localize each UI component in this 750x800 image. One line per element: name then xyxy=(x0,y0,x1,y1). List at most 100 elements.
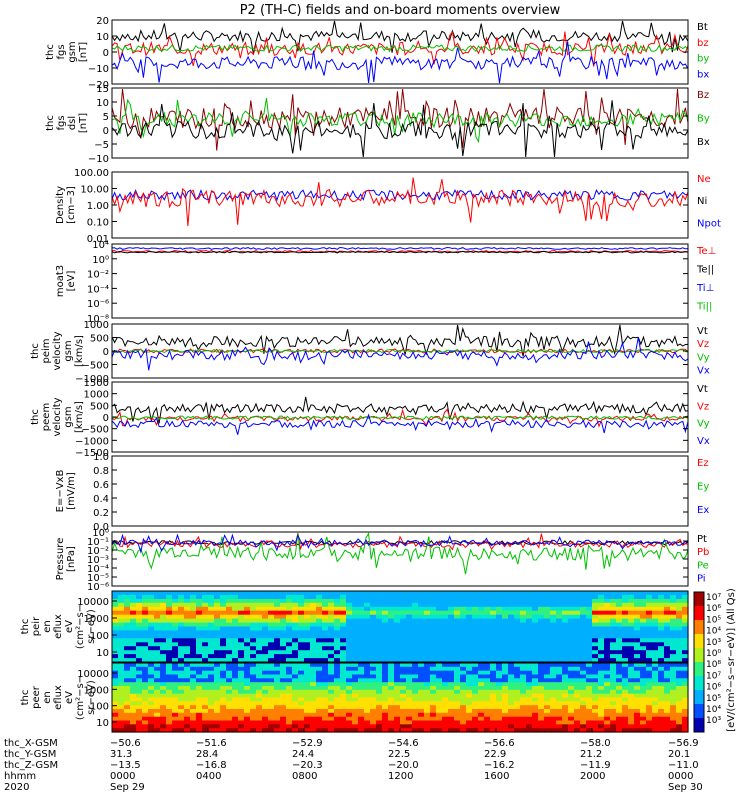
spectrogram-cell xyxy=(496,686,503,691)
spectrogram-cell xyxy=(142,602,149,608)
spectrogram-cell xyxy=(238,728,245,733)
spectrogram-cell xyxy=(370,594,377,600)
spectrogram-cell xyxy=(316,709,323,714)
spectrogram-cell xyxy=(490,602,497,608)
spectrogram-cell xyxy=(664,663,671,668)
y-tick-label: 10⁰ xyxy=(92,528,109,539)
spectrogram-cell xyxy=(250,720,257,725)
spectrogram-cell xyxy=(400,598,407,604)
spectrogram-cell xyxy=(544,610,551,616)
spectrogram-cell xyxy=(616,682,623,687)
y-tick-label: 10 xyxy=(96,718,109,729)
colorbar-segment xyxy=(694,718,704,733)
spectrogram-cell xyxy=(142,682,149,687)
spectrogram-cell xyxy=(652,658,659,663)
spectrogram-cell xyxy=(628,638,635,643)
spectrogram-cell xyxy=(130,602,137,608)
spectrogram-cell xyxy=(340,716,347,722)
spectrogram-cell xyxy=(370,598,377,604)
spectrogram-cell xyxy=(484,682,491,687)
spectrogram-cell xyxy=(424,705,431,710)
spectrogram-cell xyxy=(238,591,245,596)
y-axis-label: thc xyxy=(45,115,56,131)
spectrogram-cell xyxy=(364,666,371,672)
spectrogram-cell xyxy=(466,705,473,710)
spectrogram-cell xyxy=(310,650,317,655)
spectrogram-cell xyxy=(382,724,389,729)
spectrogram-cell xyxy=(400,654,407,659)
spectrogram-cell xyxy=(208,709,215,714)
spectrogram-cell xyxy=(478,712,485,718)
spectrogram-cell xyxy=(640,610,647,616)
spectrogram-cell xyxy=(184,716,191,722)
spectrogram-cell xyxy=(370,618,377,624)
spectrogram-cell xyxy=(382,678,389,683)
spectrogram-cell xyxy=(532,693,539,699)
spectrogram-cell xyxy=(586,618,593,624)
spectrogram-cell xyxy=(388,705,395,710)
spectrogram-cell xyxy=(550,678,557,683)
spectrogram-cell xyxy=(160,646,167,651)
spectrogram-cell xyxy=(496,630,503,635)
spectrogram-cell xyxy=(178,630,185,635)
spectrogram-cell xyxy=(670,720,677,725)
spectrogram-cell xyxy=(250,670,257,676)
spectrogram-cell xyxy=(508,693,515,699)
spectrogram-cell xyxy=(676,716,683,722)
spectrogram-cell xyxy=(340,693,347,699)
spectrogram-cell xyxy=(142,642,149,647)
spectrogram-cell xyxy=(154,663,161,668)
spectrogram-cell xyxy=(250,642,257,647)
spectrogram-cell xyxy=(280,693,287,699)
spectrogram-cell xyxy=(208,712,215,718)
spectrogram-cell xyxy=(442,712,449,718)
spectrogram-cell xyxy=(412,598,419,604)
spectrogram-cell xyxy=(478,678,485,683)
spectrogram-cell xyxy=(526,712,533,718)
spectrogram-cell xyxy=(226,724,233,729)
spectrogram-cell xyxy=(496,591,503,596)
spectrogram-cell xyxy=(202,602,209,608)
spectrogram-cell xyxy=(454,622,461,628)
spectrogram-cell xyxy=(616,602,623,608)
spectrogram-cell xyxy=(178,666,185,672)
spectrogram-cell xyxy=(586,716,593,722)
spectrogram-cell xyxy=(382,666,389,672)
spectrogram-cell xyxy=(496,701,503,706)
spectrogram-cell xyxy=(562,670,569,676)
spectrogram-cell xyxy=(448,622,455,628)
spectrogram-cell xyxy=(352,678,359,683)
spectrogram-cell xyxy=(238,638,245,643)
spectrogram-cell xyxy=(622,634,629,639)
spectrogram-cell xyxy=(172,654,179,659)
spectrogram-cell xyxy=(172,610,179,616)
spectrogram-cell xyxy=(424,610,431,616)
spectrogram-cell xyxy=(406,646,413,651)
spectrogram-cell xyxy=(388,689,395,695)
y-axis-label: [nT] xyxy=(78,113,89,133)
spectrogram-cell xyxy=(388,598,395,604)
spectrogram-cell xyxy=(562,682,569,687)
spectrogram-cell xyxy=(262,594,269,600)
spectrogram-cell xyxy=(598,606,605,612)
spectrogram-cell xyxy=(574,724,581,729)
spectrogram-cell xyxy=(586,610,593,616)
spectrogram-cell xyxy=(364,658,371,663)
spectrogram-cell xyxy=(244,724,251,729)
spectrogram-cell xyxy=(352,658,359,663)
spectrogram-cell xyxy=(136,654,143,659)
y-axis-label: sr−eV) xyxy=(86,680,97,715)
spectrogram-cell xyxy=(376,622,383,628)
spectrogram-cell xyxy=(268,697,275,702)
spectrogram-cell xyxy=(460,720,467,725)
spectrogram-cell xyxy=(400,686,407,691)
spectrogram-cell xyxy=(664,666,671,672)
spectrogram-cell xyxy=(370,697,377,702)
spectrogram-cell xyxy=(112,697,119,702)
spectrogram-cell xyxy=(142,716,149,722)
spectrogram-cell xyxy=(640,678,647,683)
spectrogram-cell xyxy=(160,728,167,733)
spectrogram-cell xyxy=(166,705,173,710)
spectrogram-cell xyxy=(214,610,221,616)
spectrogram-cell xyxy=(532,716,539,722)
